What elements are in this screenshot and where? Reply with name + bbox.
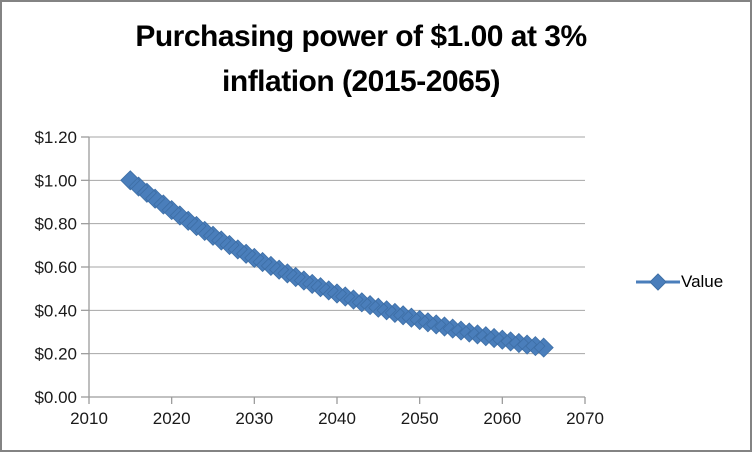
y-axis-tick-label[interactable]: $1.00 [34,171,77,190]
x-axis-tick-label[interactable]: 2020 [153,409,191,428]
x-axis-tick-label[interactable]: 2050 [401,409,439,428]
diamond-marker-icon [636,273,680,291]
x-axis-tick-label[interactable]: 2010 [70,409,108,428]
y-axis-tick-label[interactable]: $0.80 [34,215,77,234]
legend-label: Value [681,272,724,291]
y-axis-tick-label[interactable]: $0.60 [34,258,77,277]
series-line[interactable] [129,179,544,350]
chart-title-line-1: Purchasing power of $1.00 at 3% [135,20,587,53]
y-axis-tick-label[interactable]: $0.40 [34,301,77,320]
chart-title[interactable]: Purchasing power of $1.00 at 3% inflatio… [2,14,720,104]
x-axis-tick-label[interactable]: 2060 [483,409,521,428]
y-axis-tick-label[interactable]: $0.20 [34,345,77,364]
y-axis-tick-label[interactable]: $0.00 [34,388,77,407]
y-axis-tick-label[interactable]: $1.20 [34,128,77,147]
chart-title-line-2: inflation (2015-2065) [222,65,500,98]
x-axis-tick-label[interactable]: 2040 [318,409,356,428]
x-axis-tick-label[interactable]: 2070 [566,409,604,428]
legend[interactable]: Value [635,271,723,293]
x-axis-tick-label[interactable]: 2030 [235,409,273,428]
series-markers[interactable] [120,170,554,358]
